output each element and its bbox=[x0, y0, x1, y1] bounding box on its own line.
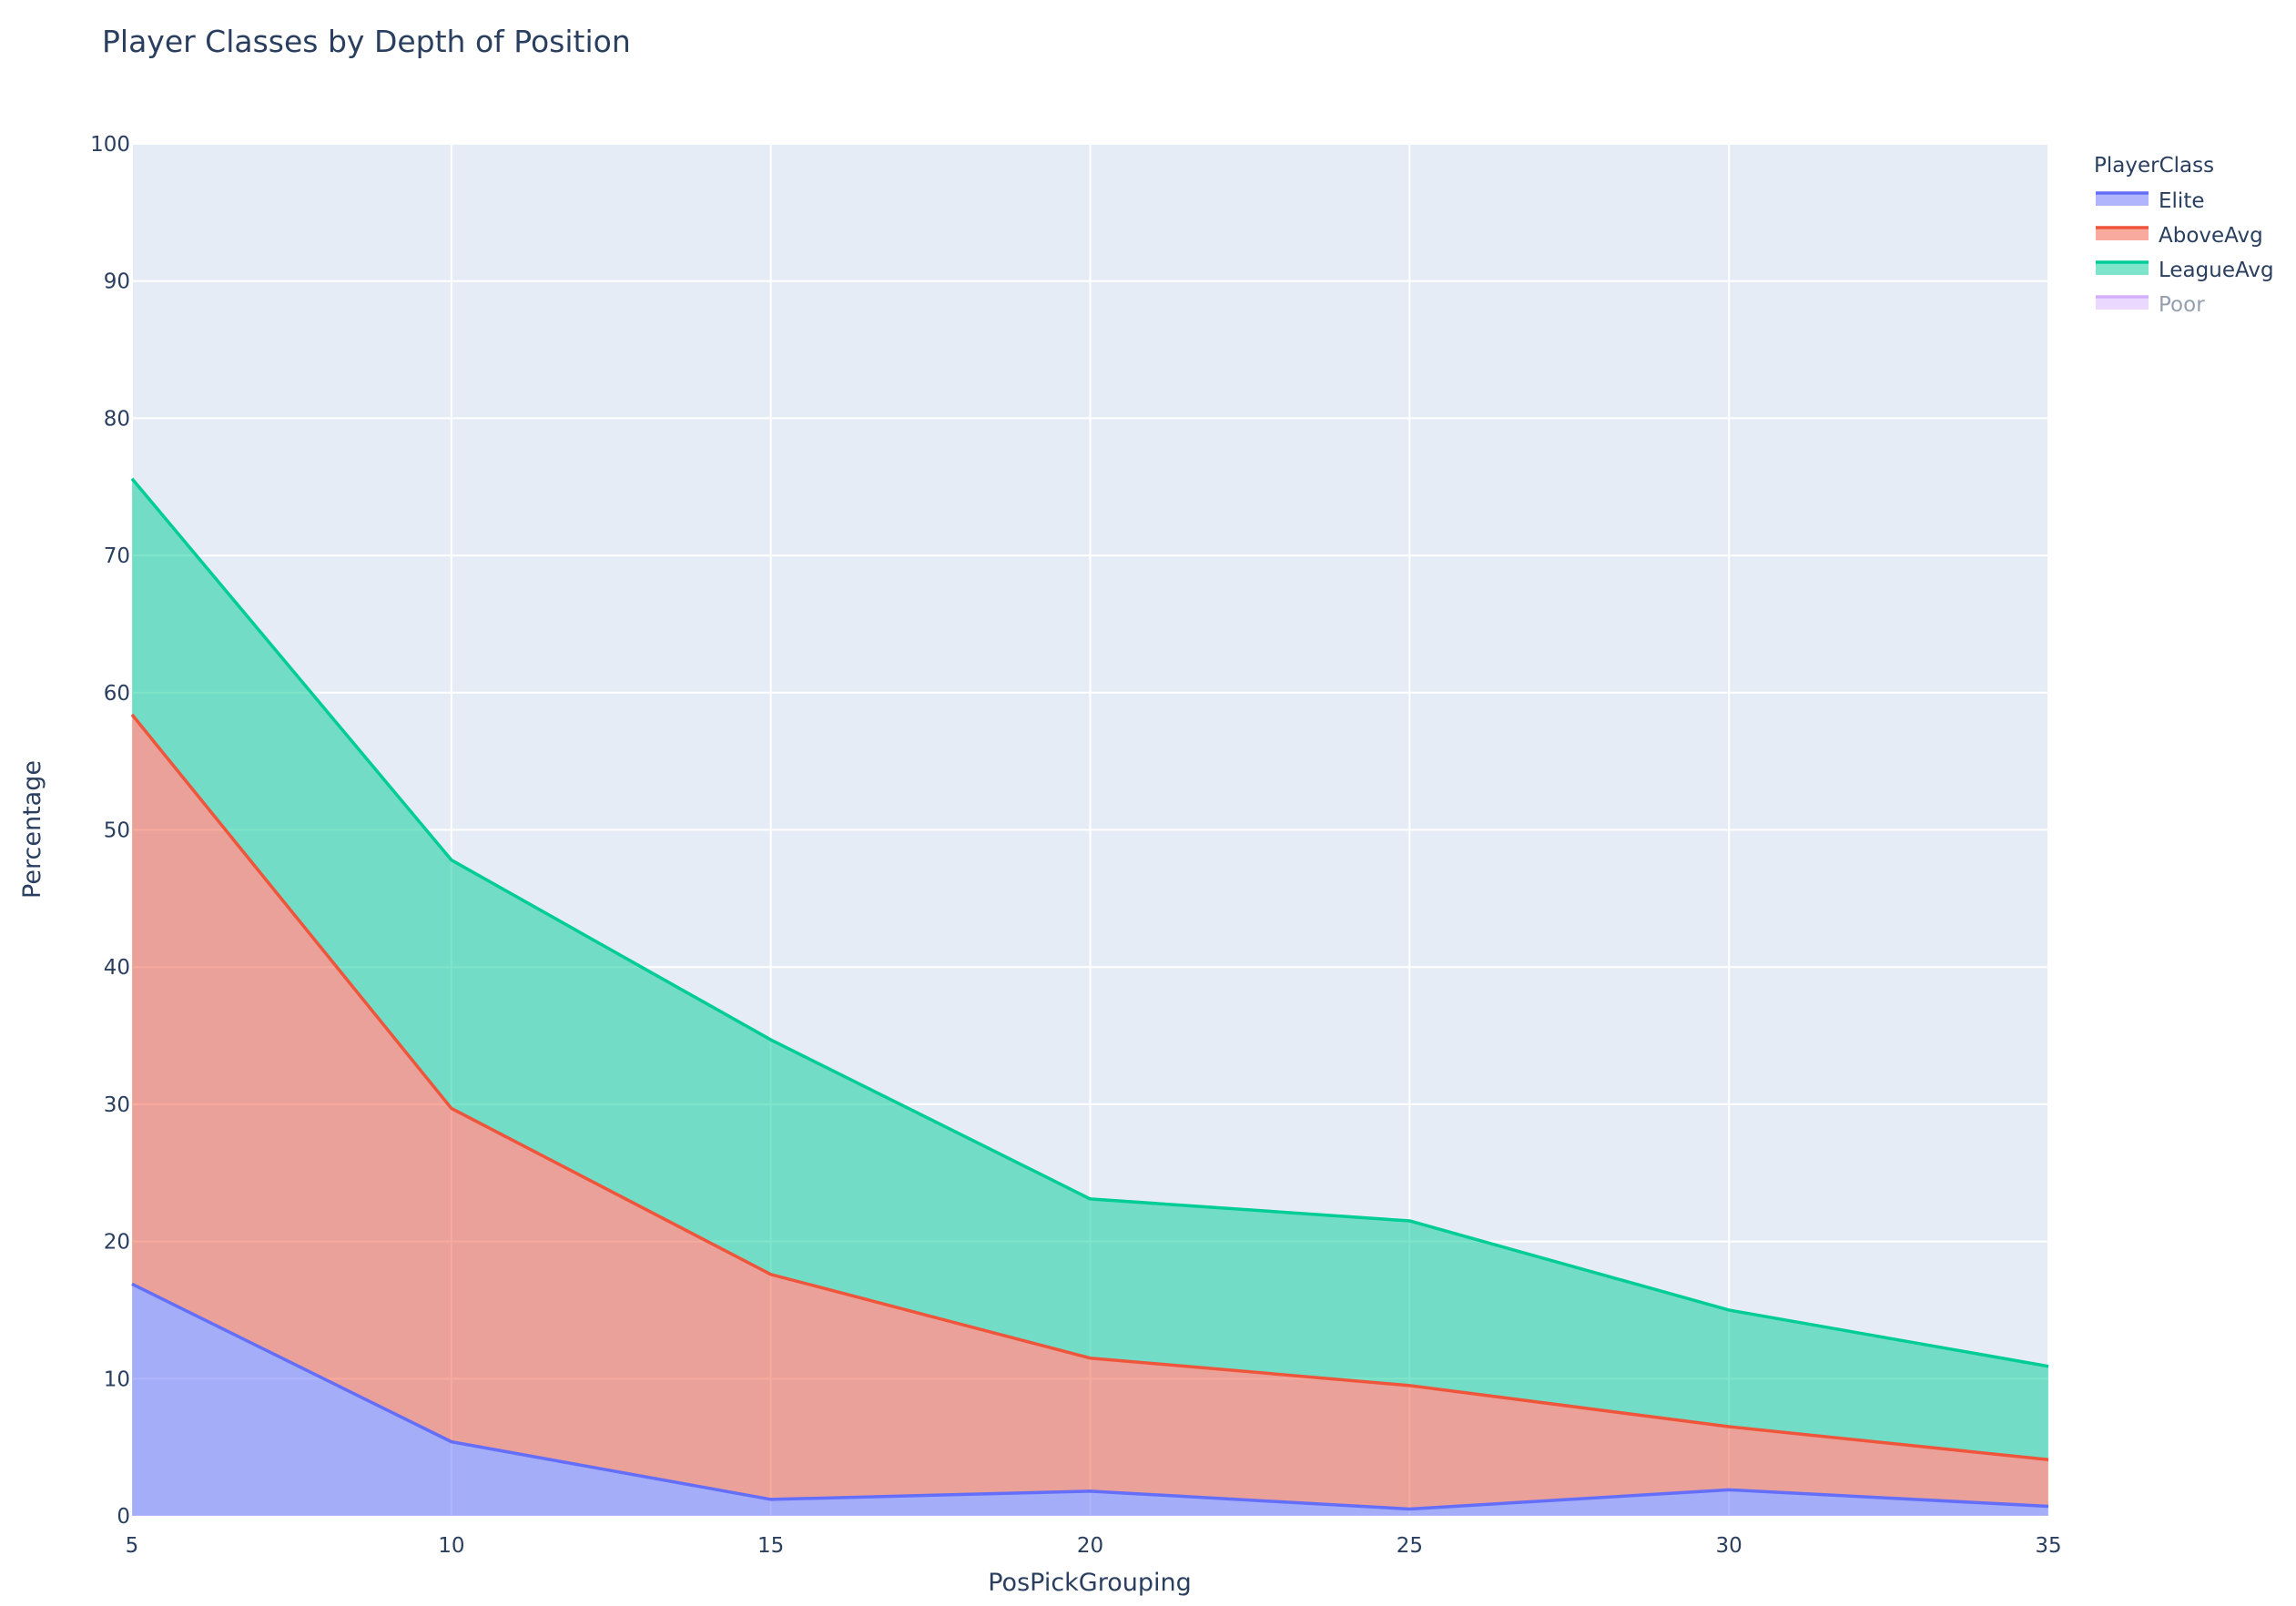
x-tick-label: 15 bbox=[757, 1534, 784, 1558]
x-axis-title: PosPickGrouping bbox=[988, 1569, 1192, 1597]
y-tick-label: 20 bbox=[104, 1231, 130, 1255]
legend-label: Poor bbox=[2159, 293, 2205, 317]
y-tick-label: 90 bbox=[104, 270, 130, 294]
legend-swatch bbox=[2096, 193, 2149, 206]
area-leagueavg[interactable] bbox=[132, 478, 2048, 1460]
y-tick-label: 40 bbox=[104, 956, 130, 980]
y-axis-title: Percentage bbox=[18, 760, 46, 899]
x-axis-ticks: 5 10 15 20 25 30 35 bbox=[126, 1534, 2062, 1558]
x-tick-label: 25 bbox=[1397, 1534, 1423, 1558]
x-tick-label: 35 bbox=[2035, 1534, 2061, 1558]
area-aboveavg[interactable] bbox=[132, 714, 2048, 1509]
y-tick-label: 50 bbox=[104, 819, 130, 843]
legend-item-poor[interactable]: Poor bbox=[2096, 293, 2205, 317]
legend-item-aboveavg[interactable]: AboveAvg bbox=[2096, 224, 2263, 248]
legend-swatch bbox=[2096, 297, 2149, 310]
line-leagueavg[interactable] bbox=[130, 477, 2049, 1368]
line-elite[interactable] bbox=[131, 1282, 2049, 1511]
legend-swatch bbox=[2096, 228, 2149, 240]
y-tick-label: 80 bbox=[104, 407, 130, 431]
legend-label: Elite bbox=[2159, 189, 2204, 213]
y-axis-ticks: 0 10 20 30 40 50 60 70 80 90 100 bbox=[90, 133, 130, 1529]
x-tick-label: 30 bbox=[1716, 1534, 1742, 1558]
legend-item-leagueavg[interactable]: LeagueAvg bbox=[2096, 259, 2274, 282]
y-tick-label: 0 bbox=[117, 1505, 130, 1529]
area-series bbox=[130, 477, 2049, 1516]
y-tick-label: 30 bbox=[104, 1093, 130, 1117]
legend-swatch bbox=[2096, 262, 2149, 275]
legend-label: LeagueAvg bbox=[2159, 259, 2274, 282]
x-tick-label: 5 bbox=[126, 1534, 139, 1558]
x-tick-label: 10 bbox=[438, 1534, 464, 1558]
chart-title: Player Classes by Depth of Position bbox=[102, 24, 631, 59]
legend-title: PlayerClass bbox=[2094, 154, 2214, 178]
y-tick-label: 70 bbox=[104, 544, 130, 568]
legend-label: AboveAvg bbox=[2159, 224, 2263, 248]
legend-item-elite[interactable]: Elite bbox=[2096, 189, 2204, 213]
x-tick-label: 20 bbox=[1077, 1534, 1103, 1558]
y-tick-label: 100 bbox=[90, 133, 130, 157]
area-elite[interactable] bbox=[132, 1284, 2048, 1516]
y-tick-label: 60 bbox=[104, 682, 130, 706]
y-tick-label: 10 bbox=[104, 1367, 130, 1391]
line-aboveavg[interactable] bbox=[130, 713, 2049, 1461]
legend[interactable]: PlayerClass Elite AboveAvg LeagueAvg Poor bbox=[2094, 154, 2274, 317]
